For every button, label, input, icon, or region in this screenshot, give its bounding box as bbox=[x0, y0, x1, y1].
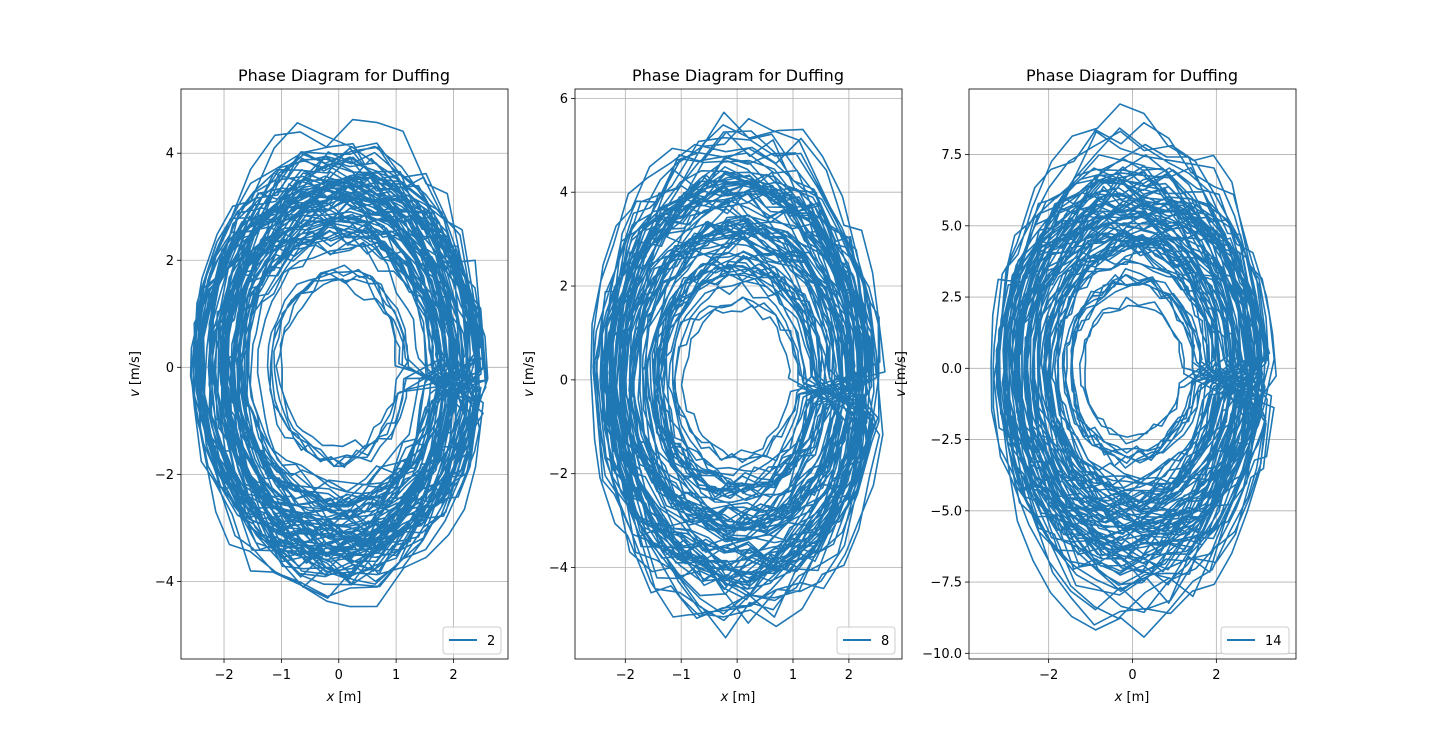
subplot-3-xlabel-var: x bbox=[1114, 690, 1123, 705]
subplot-3-y-tick-label: −5.0 bbox=[930, 504, 962, 519]
subplot-3-y-tick-label: 0.0 bbox=[941, 362, 962, 377]
subplot-2-xlabel: x [m] bbox=[720, 690, 756, 705]
subplot-3-y-tick-label: 2.5 bbox=[941, 291, 962, 306]
subplot-2-x-tick-label: 2 bbox=[845, 668, 853, 683]
subplot-1-x-tick-label: −2 bbox=[214, 668, 233, 683]
subplot-2-axes-frame bbox=[574, 88, 903, 660]
subplot-1-plot-area: −2 −1 0 1 2 −4 −2 0 2 4 bbox=[155, 88, 509, 683]
subplot-1-x-tick-label: 1 bbox=[392, 668, 400, 683]
subplot-1-title: Phase Diagram for Duffing bbox=[238, 66, 450, 85]
subplot-2-y-tick-label: −2 bbox=[549, 467, 568, 482]
subplot-2-xlabel-unit: [m] bbox=[728, 690, 755, 705]
subplot-1-xlabel-var: x bbox=[326, 690, 335, 705]
subplot-1-y-tick-label: −2 bbox=[155, 468, 174, 483]
subplot-2-xlabel-var: x bbox=[720, 690, 729, 705]
subplot-2: Phase Diagram for Duffing x [m] v [m/s] … bbox=[522, 66, 903, 705]
subplot-1-y-tick-label: −4 bbox=[155, 575, 174, 590]
subplot-1-ylabel-var: v bbox=[128, 389, 143, 397]
subplot-1-ylabel-unit: [m/s] bbox=[128, 351, 143, 389]
subplot-3-xlabel: x [m] bbox=[1114, 690, 1150, 705]
subplot-2-y-tick-label: 4 bbox=[560, 186, 568, 201]
subplot-2-legend-label: 8 bbox=[881, 634, 889, 649]
subplot-2-plot-area: −2 −1 0 1 2 −4 −2 0 2 4 6 bbox=[549, 88, 903, 683]
subplot-3-legend: 14 bbox=[1220, 626, 1290, 655]
subplot-3-y-tick-label: 7.5 bbox=[941, 148, 962, 163]
subplot-1-x-tick-label: 0 bbox=[335, 668, 343, 683]
subplot-2-x-tick-label: −2 bbox=[616, 668, 635, 683]
subplot-2-series-8-line bbox=[590, 111, 886, 639]
subplot-1-x-tick-label: 2 bbox=[449, 668, 457, 683]
subplot-3-ylabel: v [m/s] bbox=[894, 351, 909, 397]
subplot-3-y-tick-label: −10.0 bbox=[922, 647, 962, 662]
subplot-2-x-tick-label: −1 bbox=[672, 668, 691, 683]
subplot-2-y-tick-label: 6 bbox=[560, 92, 568, 107]
subplot-3-x-tick-label: 2 bbox=[1212, 668, 1220, 683]
subplot-3-title: Phase Diagram for Duffing bbox=[1026, 66, 1238, 85]
subplot-3: Phase Diagram for Duffing x [m] v [m/s] … bbox=[894, 66, 1297, 705]
subplot-2-y-tick-label: 2 bbox=[560, 280, 568, 295]
subplot-3-plot-area: −2 0 2 −10.0 −7.5 −5.0 −2.5 0.0 2.5 5.0 7.5 bbox=[922, 88, 1297, 683]
subplot-2-ylabel: v [m/s] bbox=[522, 351, 537, 397]
subplot-1-axes-frame bbox=[180, 88, 509, 660]
subplot-2-legend: 8 bbox=[836, 626, 896, 655]
subplot-1-y-tick-label: 0 bbox=[166, 361, 174, 376]
subplot-2-ylabel-var: v bbox=[522, 389, 537, 397]
subplot-3-ylabel-unit: [m/s] bbox=[894, 351, 909, 389]
subplot-3-axes-frame bbox=[968, 88, 1297, 660]
subplot-2-title: Phase Diagram for Duffing bbox=[632, 66, 844, 85]
subplot-2-y-tick-label: 0 bbox=[560, 373, 568, 388]
subplot-1-series-2-line bbox=[189, 118, 489, 608]
subplot-2-x-tick-label: 0 bbox=[733, 668, 741, 683]
subplot-3-y-tick-label: −7.5 bbox=[930, 576, 962, 591]
subplot-3-x-tick-label: 0 bbox=[1128, 668, 1136, 683]
subplot-3-xlabel-unit: [m] bbox=[1122, 690, 1149, 705]
subplot-3-ylabel-var: v bbox=[894, 389, 909, 397]
subplot-1-xlabel-unit: [m] bbox=[334, 690, 361, 705]
subplot-1: Phase Diagram for Duffing x [m] v [m/s] … bbox=[128, 66, 509, 705]
subplot-1-ylabel: v [m/s] bbox=[128, 351, 143, 397]
subplot-1-x-tick-label: −1 bbox=[272, 668, 291, 683]
subplot-2-ylabel-unit: [m/s] bbox=[522, 351, 537, 389]
subplot-1-legend-label: 2 bbox=[487, 634, 495, 649]
subplot-1-legend: 2 bbox=[442, 626, 502, 655]
subplot-3-series-14-line bbox=[990, 103, 1277, 638]
subplot-3-legend-label: 14 bbox=[1265, 634, 1282, 649]
subplot-1-xlabel: x [m] bbox=[326, 690, 362, 705]
subplot-2-x-tick-label: 1 bbox=[789, 668, 797, 683]
subplot-3-y-tick-label: 5.0 bbox=[941, 219, 962, 234]
subplot-3-y-tick-label: −2.5 bbox=[930, 433, 962, 448]
subplot-3-x-tick-label: −2 bbox=[1039, 668, 1058, 683]
subplot-1-y-tick-label: 4 bbox=[166, 147, 174, 162]
subplot-2-y-tick-label: −4 bbox=[549, 561, 568, 576]
subplot-1-y-tick-label: 2 bbox=[166, 254, 174, 269]
